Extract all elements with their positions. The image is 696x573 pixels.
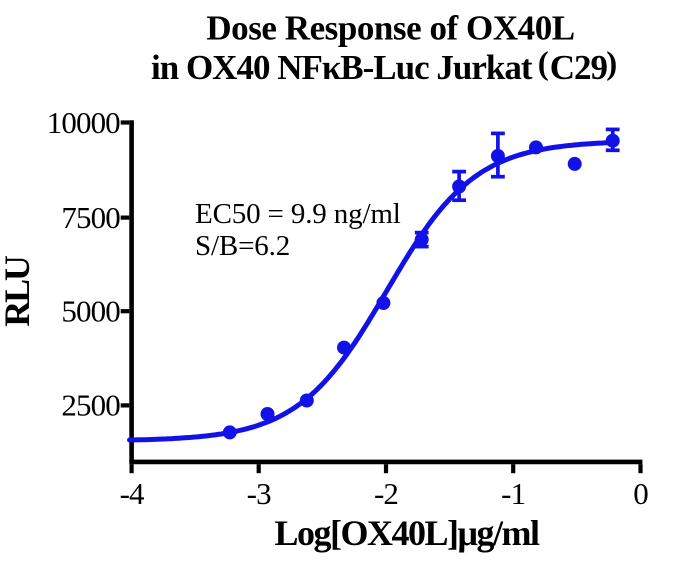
svg-text:RLU: RLU (0, 255, 37, 327)
svg-text:10000: 10000 (47, 105, 120, 140)
svg-text:-1: -1 (501, 476, 525, 511)
svg-text:EC50 = 9.9 ng/ml: EC50 = 9.9 ng/ml (195, 198, 401, 230)
svg-text:5000: 5000 (61, 294, 120, 329)
svg-text:0: 0 (633, 476, 648, 511)
svg-text:in OX40 NFκB-Luc Jurkat(C29): in OX40 NFκB-Luc Jurkat (C29) (151, 46, 616, 87)
svg-text:-4: -4 (120, 476, 145, 511)
svg-text:Dose Response of OX40L: Dose Response of OX40L (206, 9, 574, 48)
svg-text:7500: 7500 (61, 200, 120, 235)
svg-text:-2: -2 (374, 476, 398, 511)
svg-text:2500: 2500 (61, 388, 120, 423)
svg-text:S/B=6.2: S/B=6.2 (195, 230, 290, 262)
svg-text:-3: -3 (247, 476, 271, 511)
svg-text:Log[OX40L]μg/ml: Log[OX40L]μg/ml (275, 513, 540, 553)
